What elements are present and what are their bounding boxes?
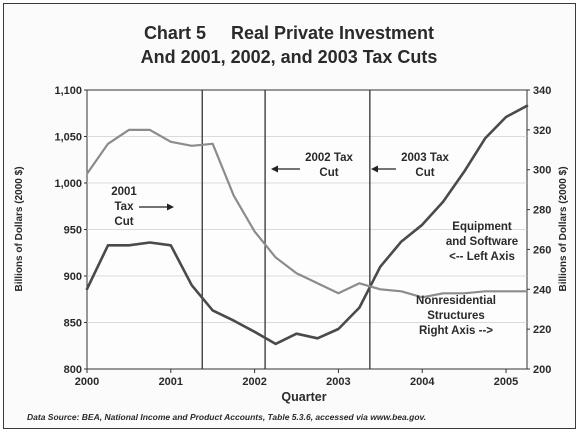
x-tick-label: 2004 [410, 376, 435, 388]
annotation-2001: 2001 Tax Cut [111, 186, 174, 228]
y-left-tick-label: 1,000 [54, 178, 82, 190]
y-right-tick-label: 200 [533, 364, 551, 376]
chart-frame: Chart 5 Real Private Investment And 2001… [3, 3, 576, 429]
y-right-tick-label: 260 [533, 244, 551, 256]
annotation-2003-line1: 2003 Tax [401, 152, 449, 164]
chart-subtitle: And 2001, 2002, and 2003 Tax Cuts [141, 47, 438, 67]
y-right-tick-label: 340 [533, 85, 551, 97]
annotation-2003: 2003 Tax Cut [371, 152, 449, 179]
y-right-tick-label: 300 [533, 165, 551, 177]
y-left-tick-label: 850 [64, 318, 82, 330]
annotation-2001-line2: Tax [115, 201, 135, 213]
annotation-2002: 2002 Tax Cut [271, 152, 353, 179]
series-lines [85, 104, 529, 346]
annotation-2001-line3: Cut [114, 216, 133, 228]
annotation-2002-line1: 2002 Tax [305, 152, 353, 164]
x-axis-label: Quarter [281, 390, 326, 404]
left-axis-label: Billions of Dollars (2000 $) [14, 166, 25, 291]
chart-title: Chart 5 Real Private Investment [144, 23, 434, 43]
label-equipment-line1: Equipment [452, 221, 512, 233]
y-right-tick-label: 240 [533, 284, 551, 296]
label-nonresidential-structures: Nonresidential Structures Right Axis --> [416, 295, 496, 337]
arrow-left-icon [371, 165, 396, 173]
arrow-right-icon [139, 203, 174, 211]
y-left-tick-label: 950 [64, 225, 82, 237]
x-tick-label: 2005 [494, 376, 518, 388]
label-equipment-line2: and Software [446, 236, 518, 248]
x-tick-label: 2001 [159, 376, 183, 388]
y-right-tick-label: 280 [533, 205, 551, 217]
series-line-right [85, 128, 529, 299]
label-structures-line1: Nonresidential [416, 295, 496, 307]
label-structures-line2: Structures [427, 310, 485, 322]
label-equipment-line3: <-- Left Axis [449, 251, 515, 263]
x-tick-label: 2003 [326, 376, 350, 388]
series-line-left [85, 104, 529, 346]
y-right-tick-label: 320 [533, 125, 551, 137]
data-source-note: Data Source: BEA, National Income and Pr… [27, 412, 426, 422]
tick-labels: 800 850 900 950 1,000 1,050 1,100 200 220 240 260 2… [54, 85, 551, 388]
label-structures-line3: Right Axis --> [419, 325, 493, 337]
y-left-tick-label: 800 [64, 364, 82, 376]
label-equipment-software: Equipment and Software <-- Left Axis [446, 221, 518, 263]
y-right-tick-label: 220 [533, 324, 551, 336]
annotation-2001-line1: 2001 [111, 186, 137, 198]
y-left-tick-label: 900 [64, 271, 82, 283]
annotation-2003-line2: Cut [415, 167, 434, 179]
x-tick-label: 2002 [242, 376, 266, 388]
arrow-left-icon [271, 165, 300, 173]
annotation-2002-line2: Cut [319, 167, 338, 179]
y-left-tick-label: 1,050 [54, 132, 82, 144]
x-tick-label: 2000 [75, 376, 99, 388]
investment-chart: Chart 5 Real Private Investment And 2001… [14, 23, 569, 422]
right-axis-label: Billions of Dollars (2000 $) [558, 166, 569, 291]
tax-cut-lines [201, 90, 371, 369]
y-left-tick-label: 1,100 [54, 85, 82, 97]
